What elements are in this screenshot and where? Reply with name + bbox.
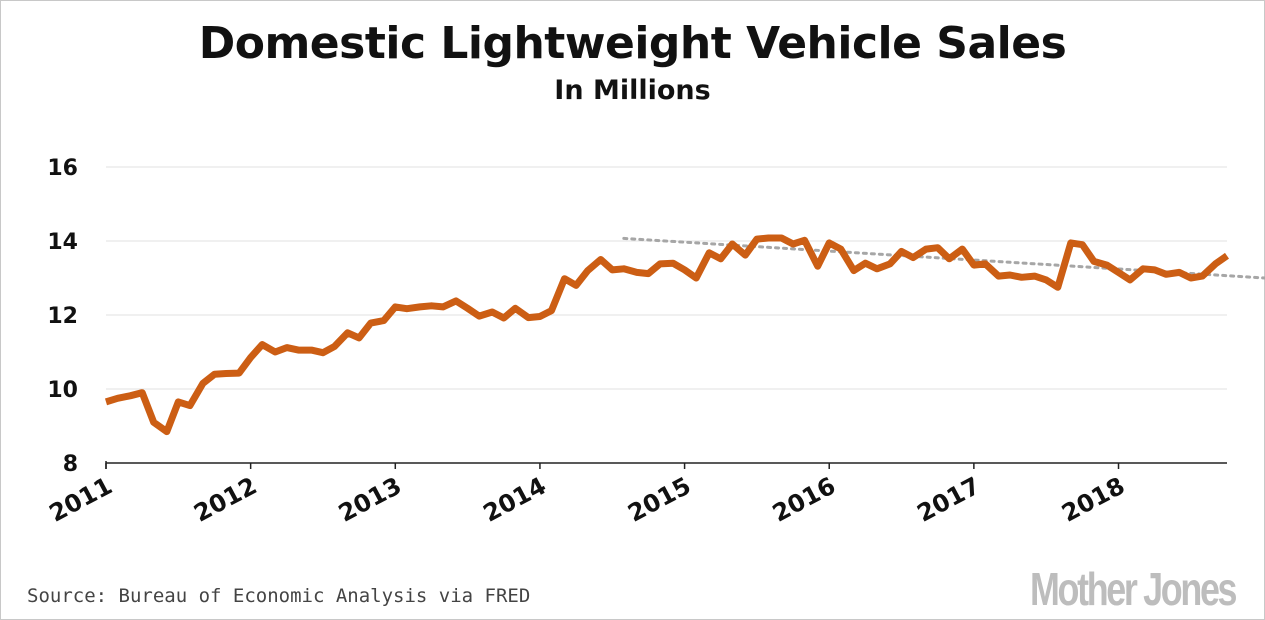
y-tick-label-10: 10 <box>47 378 78 403</box>
chart-title: Domestic Lightweight Vehicle Sales <box>198 18 1067 69</box>
series-group <box>104 234 1230 436</box>
y-tick-label-12: 12 <box>47 304 78 329</box>
y-tick-label-16: 16 <box>47 156 78 181</box>
x-tick-label-2012: 2012 <box>189 472 261 528</box>
series-line-0 <box>104 234 1230 436</box>
x-tick-label-2014: 2014 <box>479 472 551 528</box>
x-tick-label-2018: 2018 <box>1057 472 1129 528</box>
chart-subtitle: In Millions <box>554 75 711 106</box>
y-axis-ticks: 8 10 12 14 16 <box>47 156 78 477</box>
x-tick-label-2017: 2017 <box>913 472 985 528</box>
source-note: Source: Bureau of Economic Analysis via … <box>27 585 531 607</box>
y-tick-label-14: 14 <box>47 230 78 255</box>
x-tick-label-2016: 2016 <box>768 472 840 528</box>
x-tick-label-2011: 2011 <box>45 472 117 528</box>
y-tick-label-8: 8 <box>63 452 78 477</box>
x-tick-label-2015: 2015 <box>623 472 695 528</box>
x-tick-label-2013: 2013 <box>334 472 406 528</box>
x-axis: 2011 2012 2013 2014 2015 2016 2017 2018 <box>45 461 1227 528</box>
mother-jones-logo: Mother Jones <box>1030 563 1238 615</box>
